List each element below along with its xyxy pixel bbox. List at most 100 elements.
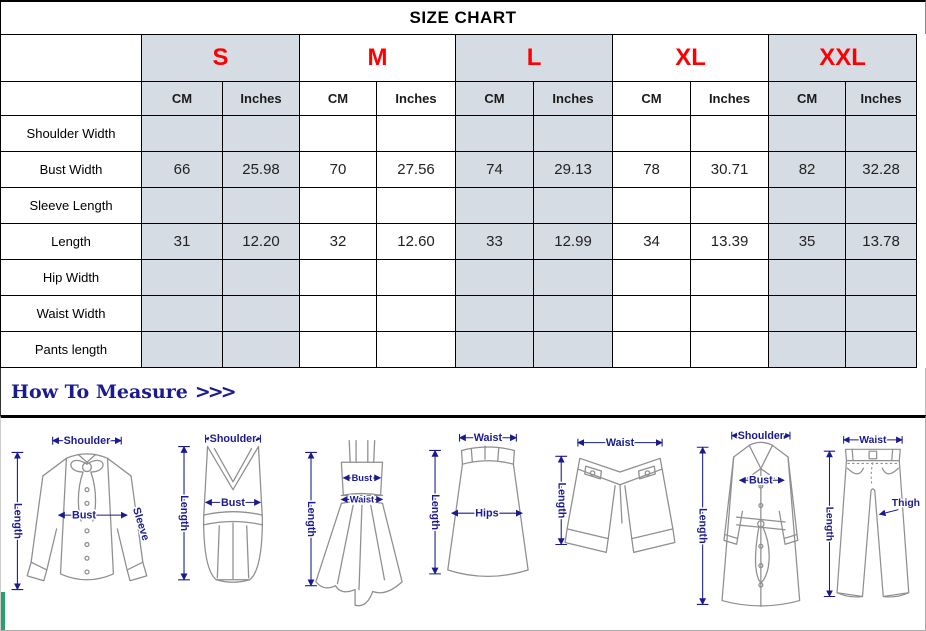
table-cell: [455, 295, 535, 332]
table-cell: [299, 187, 378, 224]
table-cell: [612, 115, 692, 152]
table-cell: [845, 295, 918, 332]
table-cell: [612, 259, 692, 296]
table-cell: [690, 295, 770, 332]
table-cell: 32: [299, 223, 378, 260]
unit-header-inches: Inches: [376, 81, 457, 116]
table-cell: [221, 295, 301, 332]
figure-tank-top: Shoulder Bust Length: [169, 425, 297, 621]
table-cell: [845, 115, 918, 152]
table-cell: [299, 115, 378, 152]
table-cell: [141, 331, 223, 368]
blouse-bust-label: Bust: [72, 510, 96, 522]
unit-header-inches: Inches: [845, 81, 918, 116]
pants-length-label: Length: [824, 507, 835, 542]
table-row: Shoulder Width: [0, 115, 918, 152]
table-cell: [690, 259, 770, 296]
table-cell: [376, 295, 457, 332]
coat-bust-label: Bust: [749, 475, 773, 487]
tank-top-illustration: Shoulder Bust Length: [177, 432, 264, 583]
table-cell: [533, 187, 614, 224]
table-cell: [376, 331, 457, 368]
dress-illustration: Bust Waist Length: [304, 440, 403, 607]
unit-header-cm: CM: [612, 81, 692, 116]
table-cell: [690, 331, 770, 368]
table-cell: 12.20: [221, 223, 301, 260]
table-cell: 78: [612, 151, 692, 188]
size-header-s: S: [140, 34, 301, 82]
dress-waist-label: Waist: [350, 494, 374, 504]
figure-coat: Shoulder Bust Length: [691, 425, 821, 621]
size-header-xxl: XXL: [768, 34, 918, 82]
skirt-illustration: Waist Hips Length: [428, 431, 529, 577]
coat-illustration: Shoulder Bust Length: [695, 429, 801, 608]
unit-header-cm: CM: [141, 81, 223, 116]
table-cell: [845, 187, 918, 224]
tank-length-label: Length: [178, 495, 190, 531]
table-cell: 31: [141, 223, 223, 260]
unit-header-cm: CM: [768, 81, 847, 116]
table-cell: [141, 295, 223, 332]
table-cell: [845, 331, 918, 368]
table-row: Waist Width: [0, 295, 918, 332]
row-label: Sleeve Length: [0, 187, 142, 224]
green-edge-strip: [1, 592, 5, 630]
table-cell: 82: [768, 151, 847, 188]
coat-length-label: Length: [697, 508, 709, 544]
table-cell: [299, 331, 378, 368]
table-cell: [533, 259, 614, 296]
table-cell: [768, 331, 847, 368]
table-cell: [141, 259, 223, 296]
table-cell: [141, 115, 223, 152]
size-header-l: L: [455, 34, 614, 82]
shorts-length-label: Length: [555, 482, 567, 518]
table-row: Length 31 12.20 32 12.60 33 12.99 34 13.39 35 13.7…: [0, 223, 918, 260]
unit-header-cm: CM: [299, 81, 378, 116]
table-row: Hip Width: [0, 259, 918, 296]
row-label: Hip Width: [0, 259, 142, 296]
table-cell: [455, 259, 535, 296]
table-cell: [221, 331, 301, 368]
table-cell: 29.13: [533, 151, 614, 188]
tank-shoulder-label: Shoulder: [210, 433, 257, 445]
table-cell: [221, 115, 301, 152]
table-cell: 74: [455, 151, 535, 188]
figure-blouse: Shoulder Length Bust Sleeve: [1, 425, 169, 621]
measurement-illustrations: Shoulder Length Bust Sleeve Shoulder Bus…: [0, 415, 926, 631]
unit-header-row: CM Inches CM Inches CM Inches CM Inches CM Inches: [0, 81, 918, 116]
skirt-waist-label: Waist: [474, 432, 503, 444]
dress-length-label: Length: [305, 501, 317, 537]
size-header-row: S M L XL XXL: [0, 34, 918, 82]
tank-bust-label: Bust: [221, 497, 245, 509]
table-cell: [768, 295, 847, 332]
figure-skirt: Waist Hips Length: [421, 425, 549, 621]
unit-header-inches: Inches: [690, 81, 770, 116]
size-header-xl: XL: [612, 34, 770, 82]
table-cell: 35: [768, 223, 847, 260]
unit-header-inches: Inches: [221, 81, 301, 116]
table-cell: [533, 295, 614, 332]
table-cell: [845, 259, 918, 296]
table-cell: [376, 259, 457, 296]
table-cell: 32.28: [845, 151, 918, 188]
blouse-illustration: Shoulder Length Bust Sleeve: [10, 434, 153, 591]
table-row: Bust Width 66 25.98 70 27.56 74 29.13 78 30.71 82…: [0, 151, 918, 188]
table-row: Sleeve Length: [0, 187, 918, 224]
table-cell: [455, 331, 535, 368]
unit-header-inches: Inches: [533, 81, 614, 116]
table-row: Pants length: [0, 331, 918, 368]
size-header-m: M: [299, 34, 457, 82]
coat-shoulder-label: Shoulder: [738, 430, 784, 442]
corner-cell: [0, 34, 142, 82]
table-cell: [376, 187, 457, 224]
corner-cell: [0, 81, 142, 116]
table-cell: 12.99: [533, 223, 614, 260]
table-cell: [612, 187, 692, 224]
table-cell: [376, 115, 457, 152]
how-to-measure-band: How To Measure >>>: [0, 368, 926, 415]
table-cell: 34: [612, 223, 692, 260]
table-cell: [221, 187, 301, 224]
figure-shorts: Waist Length: [549, 425, 691, 621]
shorts-illustration: Waist Length: [554, 436, 676, 553]
table-cell: [768, 259, 847, 296]
